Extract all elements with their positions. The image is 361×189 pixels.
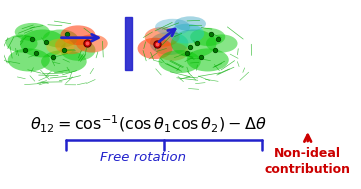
Ellipse shape: [41, 50, 87, 73]
Ellipse shape: [169, 24, 204, 43]
Ellipse shape: [76, 34, 108, 53]
Ellipse shape: [55, 36, 87, 54]
Ellipse shape: [8, 48, 50, 71]
Ellipse shape: [174, 16, 206, 31]
Ellipse shape: [158, 50, 201, 73]
Ellipse shape: [20, 29, 66, 57]
Text: Free rotation: Free rotation: [100, 151, 186, 164]
Ellipse shape: [138, 38, 173, 59]
Text: $\theta_{12} = \cos^{-1}\!\left(\cos\theta_1 \cos\theta_2\right) - \Delta\theta$: $\theta_{12} = \cos^{-1}\!\left(\cos\the…: [30, 114, 266, 135]
Ellipse shape: [155, 19, 190, 35]
Ellipse shape: [144, 27, 180, 47]
Ellipse shape: [206, 34, 238, 53]
Ellipse shape: [171, 29, 217, 57]
Bar: [125, 17, 132, 70]
Ellipse shape: [60, 25, 95, 45]
Ellipse shape: [187, 48, 229, 71]
Ellipse shape: [43, 29, 78, 48]
Ellipse shape: [6, 34, 38, 53]
Ellipse shape: [150, 32, 188, 55]
Ellipse shape: [46, 39, 74, 55]
Text: Non-ideal
contribution: Non-ideal contribution: [265, 147, 351, 177]
Ellipse shape: [60, 39, 95, 61]
Ellipse shape: [190, 28, 225, 46]
Ellipse shape: [157, 43, 188, 61]
Ellipse shape: [15, 23, 50, 41]
